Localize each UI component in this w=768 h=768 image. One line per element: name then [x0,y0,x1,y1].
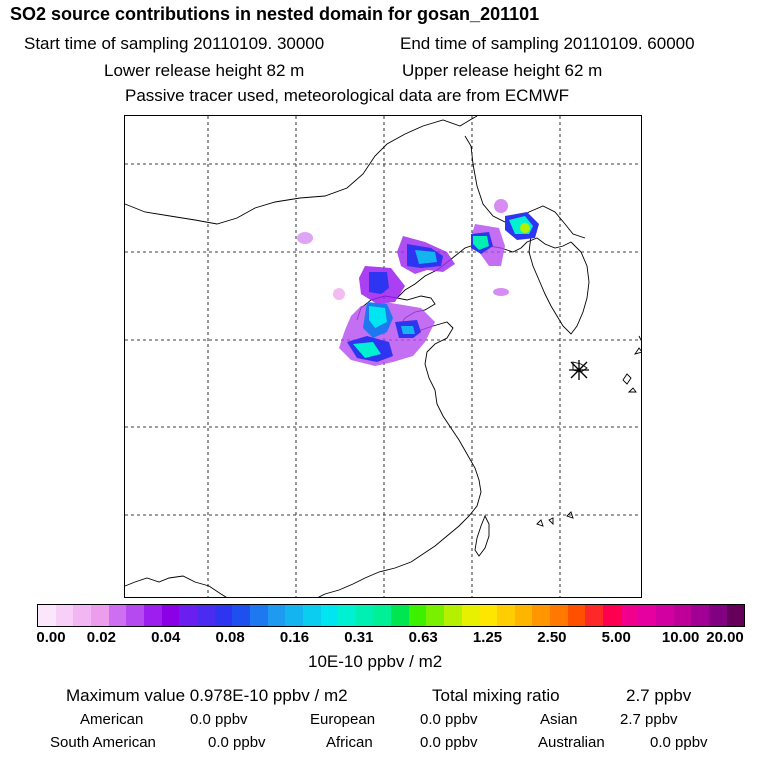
plume-peak [520,223,530,233]
color-scale-cell [196,605,215,626]
color-scale-cell [673,605,692,626]
color-scale-cell [514,605,533,626]
plume-high [473,236,489,250]
australian-label: Australian [538,734,605,751]
plume-core [369,272,389,294]
china-east-coast [317,263,482,597]
map-canvas [125,116,641,597]
american-value: 0.0 ppbv [190,711,248,728]
color-scale-cell [320,605,339,626]
korea-peninsula-coast [528,235,590,335]
ryukyu-islands [536,511,574,527]
mongolia-border [125,116,478,225]
color-scale-cell [108,605,127,626]
color-scale-cell [214,605,233,626]
australian-value: 0.0 ppbv [650,734,708,751]
color-scale-cell [90,605,109,626]
tracer-note: Passive tracer used, meteorological data… [125,86,570,105]
color-scale-cell [550,605,568,626]
color-scale-tick-label: 0.08 [215,629,245,646]
color-scale-cell [603,605,621,626]
color-scale-tick-label: 1.25 [472,629,503,646]
total-mixing-value: 2.7 ppbv [626,686,692,705]
color-scale-cell [338,605,356,626]
southern-border [125,575,227,597]
south-american-value: 0.0 ppbv [208,734,266,751]
color-scale-cell [249,605,268,626]
color-scale-tick-label: 0.00 [36,629,66,646]
color-scale-cell [126,605,144,626]
so2-plume [297,199,539,366]
color-scale-cell [620,605,639,626]
color-scale-cell [479,605,498,626]
color-scale-cell [426,605,445,626]
color-scale-cell [38,605,56,626]
color-scale-cell [232,605,250,626]
color-scale-cell [497,605,515,626]
color-scale-cell [461,605,480,626]
south-american-label: South American [50,734,156,751]
color-scale-cell [267,605,286,626]
start-time-label: Start time of sampling 20110109. 30000 [24,34,325,53]
color-scale-cell [585,605,603,626]
color-scale-cell [444,605,462,626]
color-scale-cell [355,605,374,626]
plume-patch [333,288,345,300]
color-scale-units: 10E-10 ppbv / m2 [308,652,443,671]
european-label: European [310,711,376,728]
color-scale-cell [55,605,74,626]
color-scale-cell [726,605,745,626]
max-value-label: Maximum value 0.978E-10 ppbv / m2 [66,686,348,705]
asian-value: 2.7 ppbv [620,711,678,728]
color-scale-cell [708,605,727,626]
plume-patch [494,199,508,213]
color-scale-tick-label: 0.63 [408,629,438,646]
color-scale-tick-label: 10.00 [661,629,700,646]
plume-patch [493,288,509,296]
color-scale-tick-label: 0.04 [151,629,181,646]
total-mixing-label: Total mixing ratio [432,686,560,705]
european-value: 0.0 ppbv [420,711,478,728]
color-scale-cell [302,605,321,626]
color-scale-tick-label: 5.00 [601,629,631,646]
color-scale-tick-label: 0.31 [344,629,374,646]
taiwan-island [474,514,490,557]
color-scale-tick-label: 2.50 [537,629,567,646]
color-scale-cell [143,605,162,626]
color-scale-cell [391,605,409,626]
lower-release-label: Lower release height 82 m [104,61,305,80]
plot-title: SO2 source contributions in nested domai… [10,4,540,24]
upper-release-label: Upper release height 62 m [402,61,603,80]
plume-patch [297,232,313,244]
african-label: African [326,734,373,751]
korea-north-border [444,237,572,265]
color-scale-cell [161,605,180,626]
map-panel [124,115,642,598]
color-scale-cell [179,605,197,626]
plume-high [415,250,437,264]
american-label: American [80,711,144,728]
color-scale-cell [285,605,303,626]
color-scale-tick-label: 20.00 [706,629,744,646]
color-scale-cell [567,605,586,626]
color-scale-tick-label: 0.16 [279,629,310,646]
color-scale-tick-label: 0.02 [86,629,116,646]
color-scale-cell [638,605,656,626]
color-scale-cell [73,605,91,626]
japan-islands [622,335,641,393]
color-scale-cell [655,605,674,626]
plume-high [353,342,381,358]
color-scale-cell [373,605,392,626]
color-scale-cell [691,605,709,626]
color-scale-cell [408,605,427,626]
plume-high [369,306,387,328]
lat-lon-grid [125,116,641,597]
plume-high [401,326,415,334]
color-scale-cell [532,605,551,626]
color-scale-bar [37,604,745,627]
end-time-label: End time of sampling 20110109. 60000 [400,34,695,53]
station-marker-icon [569,360,589,380]
african-value: 0.0 ppbv [420,734,478,751]
asian-label: Asian [540,711,578,728]
